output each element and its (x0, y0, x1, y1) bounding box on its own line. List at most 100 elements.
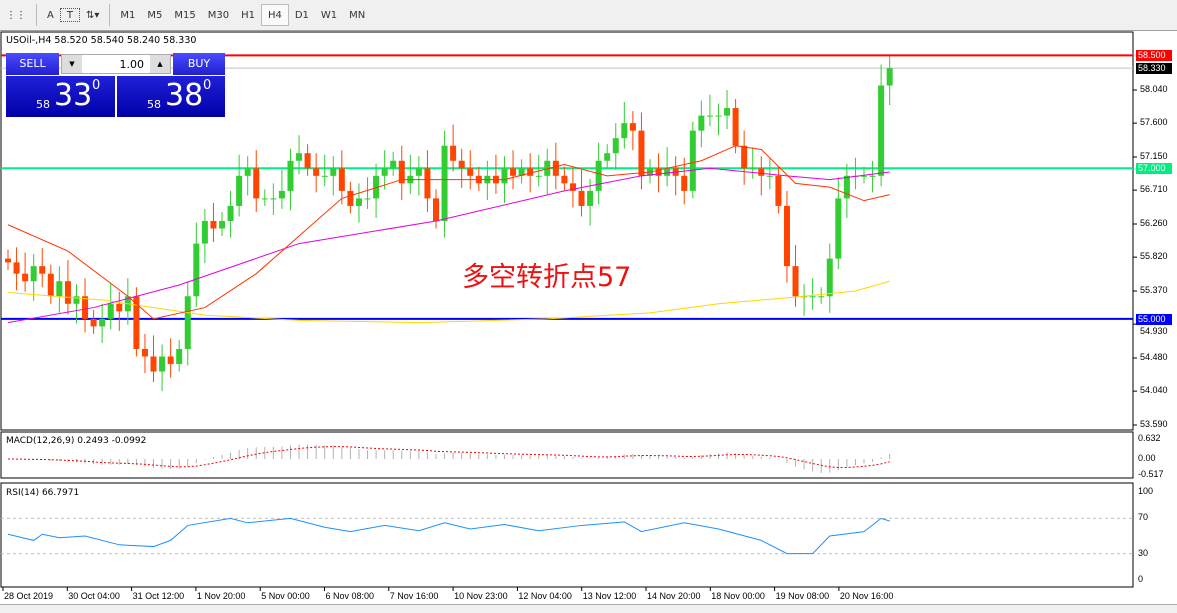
current-price-tag: 58.330 (1136, 63, 1172, 75)
x-tick-label: 31 Oct 12:00 (132, 591, 185, 601)
rsi-tick-label: 30 (1138, 547, 1149, 558)
candle-body (82, 296, 89, 319)
candle-body (724, 108, 731, 116)
candle-body (338, 168, 345, 191)
candle-body (355, 198, 362, 206)
candle-body (90, 318, 97, 327)
timeframe-h1[interactable]: H1 (241, 9, 255, 21)
rsi-tick-label: 0 (1138, 574, 1144, 584)
hline-price-tag: 57.000 (1136, 163, 1172, 175)
candle-body (116, 303, 123, 312)
sell-button[interactable]: SELL (6, 53, 59, 75)
y-tick-label: 56.710 (1140, 184, 1168, 195)
ma-fast-line (7, 145, 890, 320)
y-tick-label: 58.040 (1140, 84, 1168, 94)
candle-body (552, 160, 559, 176)
grid-icon[interactable]: ⋮⋮ (6, 9, 26, 21)
timeframe-d1[interactable]: D1 (294, 9, 309, 21)
candle-body (741, 145, 748, 169)
candle-body (629, 123, 636, 131)
candle-body (141, 348, 148, 357)
timeframe-w1[interactable]: W1 (320, 9, 338, 21)
candle-body (544, 160, 551, 176)
candle-body (749, 168, 756, 170)
candle-body (826, 258, 833, 297)
candle-body (766, 175, 773, 177)
candle-body (758, 168, 765, 176)
rsi-label: RSI(14) 66.7971 (6, 488, 80, 498)
lot-decrease-button[interactable]: ▼ (62, 55, 82, 73)
candle-body (244, 168, 251, 176)
candle-body (73, 296, 80, 304)
macd-tick-label: 0.632 (1138, 433, 1161, 443)
buy-button[interactable]: BUY (173, 53, 225, 75)
candle-body (398, 160, 405, 184)
y-tick-label: 54.040 (1140, 385, 1168, 396)
candle-body (270, 198, 277, 200)
buy-price[interactable]: 58 38 0 (117, 76, 225, 117)
annotation-text: 多空转折点57 (462, 262, 632, 293)
arrows-tool-icon[interactable]: ⇅▾ (85, 9, 100, 21)
candle-body (681, 175, 688, 191)
text-tool-button[interactable]: A (47, 9, 54, 21)
candle-body (261, 198, 268, 200)
timeframe-m15[interactable]: M15 (174, 9, 196, 21)
timeframe-m30[interactable]: M30 (207, 9, 230, 21)
candle-body (278, 190, 285, 199)
candle-body (133, 296, 140, 349)
macd-tick-label: -0.517 (1138, 469, 1164, 480)
y-tick-label: 55.820 (1140, 251, 1168, 262)
candle-body (107, 303, 114, 319)
lot-increase-button[interactable]: ▲ (150, 55, 170, 73)
x-tick-label: 28 Oct 2019 (4, 591, 54, 601)
candle-body (886, 68, 893, 86)
timeframe-bar: M1 M5 M15 M30 H1 H4 D1 W1 MN (114, 4, 371, 26)
timeframe-m1[interactable]: M1 (120, 9, 136, 21)
candle-body (775, 175, 782, 206)
y-tick-label: 56.260 (1140, 218, 1168, 228)
timeframe-m5[interactable]: M5 (147, 9, 163, 21)
x-tick-label: 30 Oct 04:00 (68, 591, 120, 601)
candle-body (878, 85, 885, 176)
main-pane-border (0, 31, 1134, 431)
candle-body (441, 145, 448, 221)
sell-price-pips: 33 (54, 78, 93, 113)
candle-body (30, 266, 37, 282)
candle-body (715, 115, 722, 117)
ma-mid-line (7, 167, 890, 324)
text-label-tool-button[interactable]: T (59, 8, 80, 22)
candle-body (64, 281, 71, 304)
divider (109, 4, 111, 26)
candle-body (535, 175, 542, 177)
x-tick-label: 19 Nov 08:00 (775, 591, 830, 601)
timeframe-mn[interactable]: MN (349, 9, 366, 21)
x-tick-label: 14 Nov 20:00 (647, 591, 701, 601)
lot-value[interactable]: 1.00 (119, 58, 145, 71)
candle-body (458, 160, 465, 169)
lot-size-field[interactable]: ▼ 1.00 ▲ (61, 54, 171, 74)
candle-body (587, 190, 594, 206)
candle-body (39, 266, 46, 274)
x-tick-label: 1 Nov 20:00 (196, 591, 246, 601)
candle-body (201, 220, 208, 244)
candle-body (347, 190, 354, 206)
candle-body (236, 175, 243, 206)
candle-body (792, 266, 799, 297)
candle-body (809, 296, 816, 298)
sell-price[interactable]: 58 33 0 (6, 76, 115, 117)
candle-body (210, 220, 217, 229)
rsi-tick-label: 70 (1138, 512, 1149, 523)
chart-tabs-bar (0, 604, 1177, 613)
candle-body (364, 198, 371, 200)
x-tick-label: 10 Nov 23:00 (454, 591, 508, 601)
candle-body (22, 273, 29, 282)
y-tick-label: 53.590 (1140, 419, 1168, 429)
y-tick-label: 55.370 (1140, 285, 1168, 295)
candle-body (843, 175, 850, 199)
candle-body (655, 168, 662, 176)
buy-price-pips: 38 (165, 78, 204, 113)
sell-price-big-figure: 58 (36, 98, 50, 111)
candle-body (219, 220, 225, 229)
hline-price-tag: 58.500 (1136, 50, 1172, 62)
timeframe-h4[interactable]: H4 (260, 4, 289, 26)
